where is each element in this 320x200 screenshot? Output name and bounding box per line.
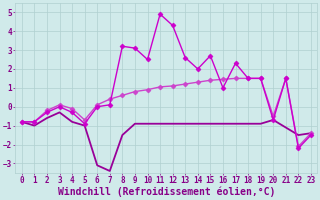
X-axis label: Windchill (Refroidissement éolien,°C): Windchill (Refroidissement éolien,°C) (58, 187, 275, 197)
